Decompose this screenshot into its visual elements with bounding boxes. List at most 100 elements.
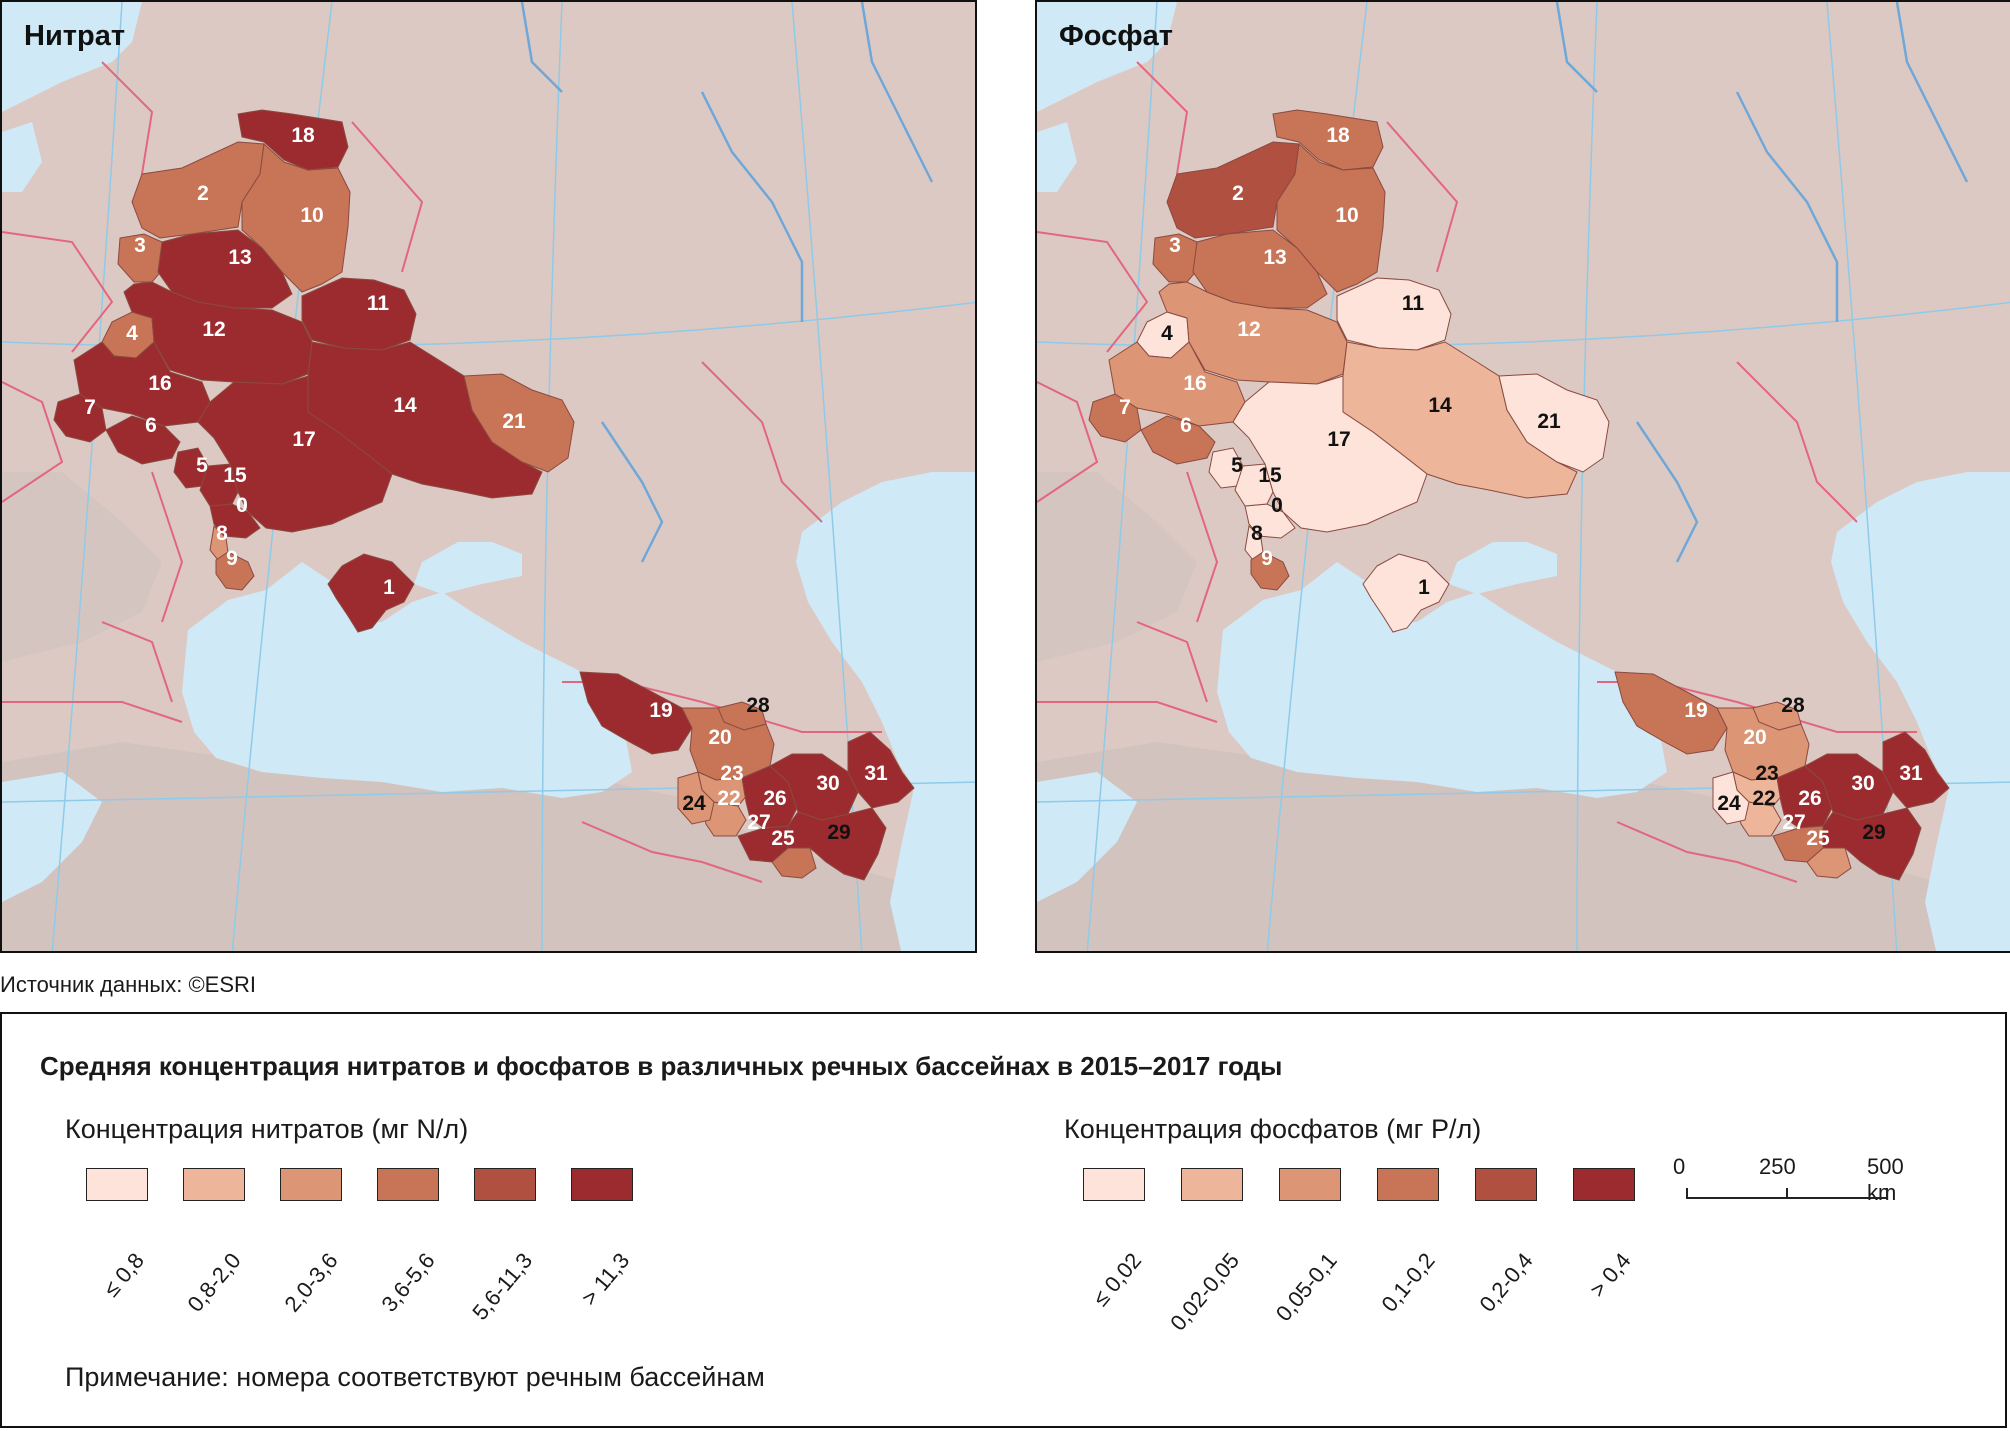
nitrate-class-label: ≤ 0,8 <box>98 1248 149 1302</box>
caspian-sea <box>796 472 975 951</box>
basin-30 <box>1804 753 1894 821</box>
basin-label-5: 5 <box>196 454 208 477</box>
basin-label-29: 29 <box>827 821 850 844</box>
mountain-relief <box>1037 742 2010 951</box>
river <box>700 91 804 322</box>
basin-label-14: 14 <box>1428 394 1452 417</box>
gulf-riga <box>2 122 42 192</box>
phosphate-map: Фосфат 0 1 2 3 4 5 6 7 8 9 10 11 12 13 14 15 16 17 18 19 20 2… <box>1035 0 2010 953</box>
basin-31 <box>847 731 915 809</box>
basin-labels: 0123456789101112131415161718192021222324… <box>84 124 888 850</box>
basin-label-7: 7 <box>84 396 96 419</box>
legend: Средняя концентрация нитратов и фосфатов… <box>0 1012 2007 1428</box>
scale-bar-line <box>1686 1188 1888 1199</box>
basin-label-18: 18 <box>291 124 315 147</box>
country-border <box>701 361 823 523</box>
phosphate-swatch <box>1181 1168 1243 1201</box>
basin-label-11: 11 <box>367 292 390 315</box>
basin-label-23: 23 <box>1755 762 1778 785</box>
basin-label-24: 24 <box>682 792 706 815</box>
country-border <box>1386 121 1459 273</box>
basin-label-28: 28 <box>746 694 770 717</box>
basin-31 <box>1882 731 1950 809</box>
basin-label-12: 12 <box>202 318 225 341</box>
phosphate-map-canvas: 0123456789101112131415161718192021222324… <box>1037 2 2010 951</box>
country-border <box>1136 621 1208 703</box>
basin-label-2: 2 <box>1232 182 1244 205</box>
basin-1 <box>1362 553 1450 633</box>
river <box>600 421 664 563</box>
mountain-relief <box>2 742 975 951</box>
basin-3 <box>1152 233 1200 283</box>
phosphate-swatch <box>1377 1168 1439 1201</box>
basin-label-31: 31 <box>1899 762 1923 785</box>
basin-9 <box>1250 551 1290 591</box>
basin-2 <box>1166 141 1300 239</box>
basin-label-13: 13 <box>1263 246 1286 269</box>
country-border <box>581 821 763 883</box>
basin-11 <box>1336 277 1452 351</box>
basin-label-14: 14 <box>393 394 417 417</box>
basin-28 <box>1752 701 1802 731</box>
scale-bar: 0 250 500 km <box>1673 1154 1915 1205</box>
basin-21 <box>463 373 575 473</box>
basin-polygons <box>1088 109 1950 881</box>
basin-21 <box>1498 373 1610 473</box>
phosphate-class-label: 0,02-0,05 <box>1165 1248 1245 1336</box>
basin-label-22: 22 <box>1752 787 1775 810</box>
map-title: Нитрат <box>24 20 126 52</box>
phosphate-class-label: 0,1-0,2 <box>1376 1248 1440 1317</box>
basin-label-26: 26 <box>763 787 786 810</box>
country-border <box>1616 821 1798 883</box>
basin-18 <box>237 109 349 171</box>
basin-17 <box>197 375 393 533</box>
basin-13 <box>157 229 293 309</box>
phosphate-swatch <box>1573 1168 1635 1201</box>
country-border <box>151 471 184 623</box>
nitrate-map-canvas: 0123456789101112131415161718192021222324… <box>2 2 975 951</box>
scale-tick-0: 0 <box>1673 1154 1686 1179</box>
basin-label-15: 15 <box>1258 464 1282 487</box>
nitrate-class-label: 0,8-2,0 <box>182 1248 246 1317</box>
basin-30 <box>769 753 859 821</box>
basin-13 <box>1192 229 1328 309</box>
country-border <box>1037 231 1149 353</box>
basin-label-10: 10 <box>1335 204 1358 227</box>
nitrate-swatch <box>474 1168 536 1201</box>
phosphate-class-label: 0,05-0,1 <box>1270 1248 1342 1326</box>
country-border <box>351 121 424 273</box>
legend-title: Средняя концентрация нитратов и фосфатов… <box>40 1051 1283 1081</box>
country-border <box>101 621 173 703</box>
phosphate-swatch <box>1475 1168 1537 1201</box>
basin-labels: 0123456789101112131415161718192021222324… <box>1119 124 1923 850</box>
sea-of-azov <box>414 542 522 594</box>
graticule-line <box>541 2 563 951</box>
basin-label-8: 8 <box>216 522 228 545</box>
basin-19 <box>1614 671 1728 755</box>
country-border <box>2 701 183 723</box>
map-title: Фосфат <box>1059 20 1173 52</box>
basin-label-13: 13 <box>228 246 251 269</box>
basin-2 <box>131 141 265 239</box>
aegean-sea <box>1037 772 1137 902</box>
nitrate-class-label: 5,6-11,3 <box>467 1248 538 1325</box>
basin-1 <box>327 553 415 633</box>
basin-label-28: 28 <box>1781 694 1805 717</box>
gulf-riga <box>1037 122 1077 192</box>
river <box>1735 91 1839 322</box>
aegean-sea <box>2 772 102 902</box>
basin-label-12: 12 <box>1237 318 1260 341</box>
river <box>1895 2 1969 183</box>
basin-label-25: 25 <box>771 827 795 850</box>
basin-label-17: 17 <box>1327 428 1350 451</box>
graticule-line <box>1086 2 1158 951</box>
basin-label-27: 27 <box>747 811 770 834</box>
phosphate-swatch <box>1279 1168 1341 1201</box>
sea-of-azov <box>1449 542 1557 594</box>
scale-tick-250: 250 <box>1759 1154 1796 1179</box>
basin-label-20: 20 <box>708 726 731 749</box>
basin-9 <box>215 551 255 591</box>
black-sea <box>182 562 632 798</box>
basin-label-17: 17 <box>292 428 315 451</box>
basin-19 <box>579 671 693 755</box>
